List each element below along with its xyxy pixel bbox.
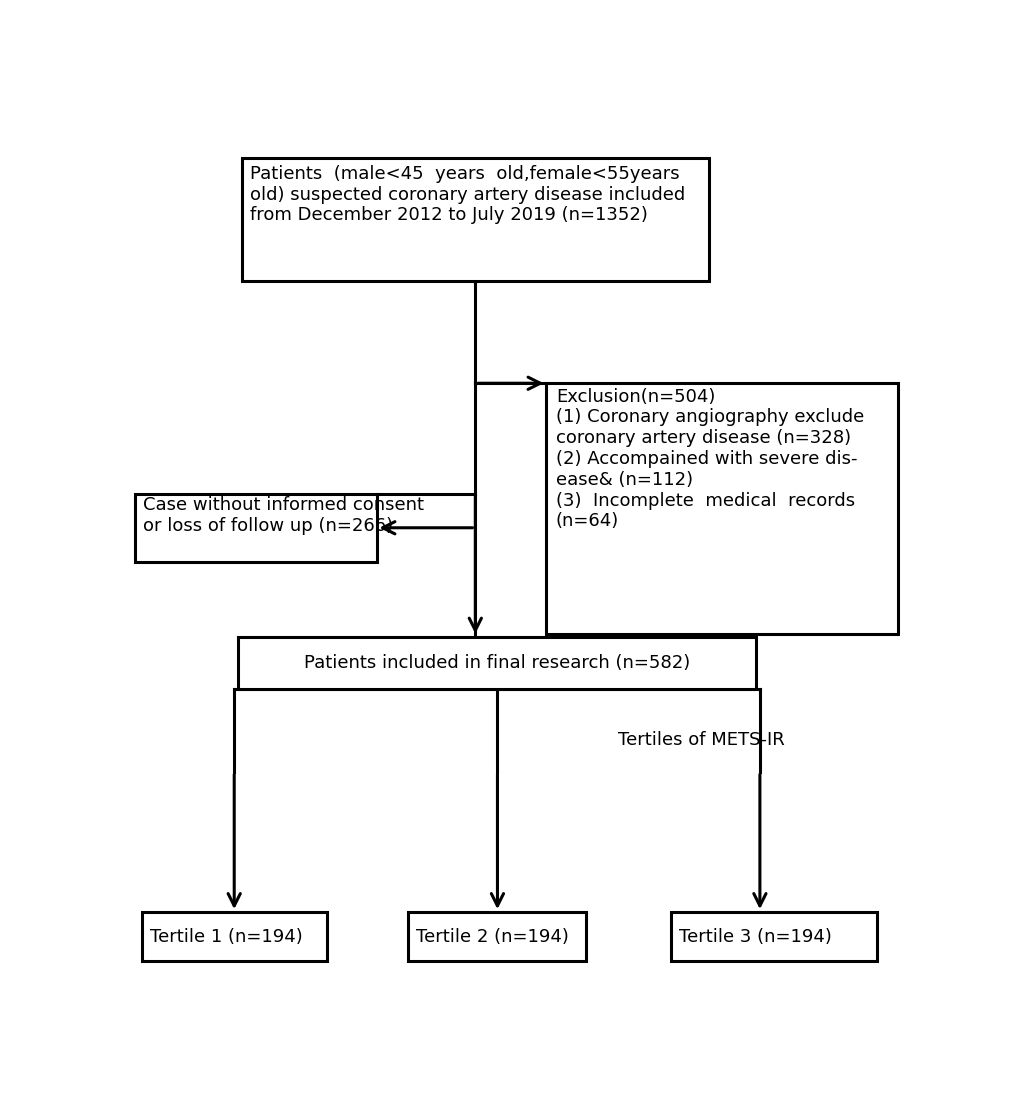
Text: Tertiles of METS-IR: Tertiles of METS-IR (618, 731, 784, 750)
Text: Tertile 3 (n=194): Tertile 3 (n=194) (679, 927, 832, 946)
FancyBboxPatch shape (142, 912, 327, 962)
FancyBboxPatch shape (238, 637, 755, 689)
Text: Case without informed consent
or loss of follow up (n=266): Case without informed consent or loss of… (143, 497, 424, 535)
Text: Exclusion(n=504)
(1) Coronary angiography exclude
coronary artery disease (n=328: Exclusion(n=504) (1) Coronary angiograph… (555, 388, 863, 530)
FancyBboxPatch shape (136, 493, 376, 562)
Text: Patients  (male<45  years  old,female<55years
old) suspected coronary artery dis: Patients (male<45 years old,female<55yea… (250, 164, 685, 224)
Text: Patients included in final research (n=582): Patients included in final research (n=5… (304, 654, 690, 672)
FancyBboxPatch shape (671, 912, 876, 962)
FancyBboxPatch shape (408, 912, 585, 962)
Text: Tertile 2 (n=194): Tertile 2 (n=194) (416, 927, 569, 946)
FancyBboxPatch shape (546, 383, 898, 634)
FancyBboxPatch shape (242, 158, 708, 282)
Text: Tertile 1 (n=194): Tertile 1 (n=194) (150, 927, 302, 946)
